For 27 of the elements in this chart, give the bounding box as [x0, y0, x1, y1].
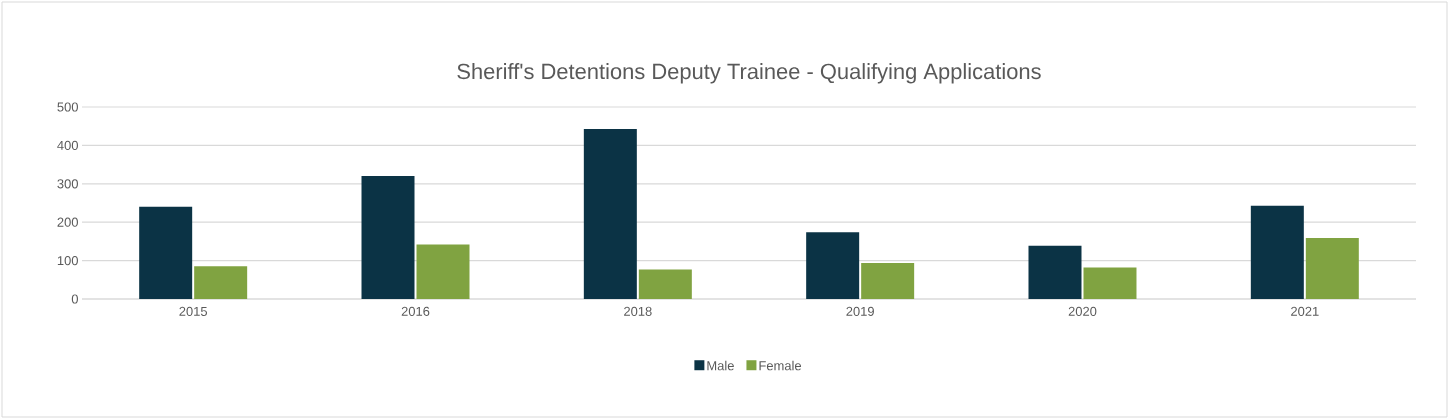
chart-title: Sheriff's Detentions Deputy Trainee - Qualifying Applications [457, 63, 1041, 84]
y-tick-label: 0 [71, 294, 78, 304]
bar [638, 269, 692, 299]
bar [361, 176, 415, 299]
y-tick-label: 500 [57, 102, 78, 112]
bar [1305, 237, 1359, 299]
bar [416, 244, 470, 299]
bar [583, 128, 637, 299]
x-tick-label: 2020 [1068, 306, 1097, 316]
x-tick-label: 2016 [401, 306, 430, 316]
y-tick-label: 300 [57, 179, 78, 189]
bar [861, 262, 915, 299]
x-tick-label: 2019 [846, 306, 874, 316]
x-tick-label: 2021 [1291, 306, 1319, 316]
legend-label: Female [759, 360, 802, 371]
bar [139, 206, 193, 299]
bar [1028, 245, 1082, 299]
y-tick-label: 100 [57, 256, 78, 266]
x-tick-label: 2018 [624, 306, 652, 316]
bar [194, 266, 248, 299]
y-tick-label: 200 [57, 217, 78, 227]
bar [806, 232, 860, 299]
bar [1250, 205, 1304, 299]
x-tick-label: 2015 [179, 306, 208, 316]
bar [1083, 267, 1137, 299]
legend-label: Male [707, 360, 734, 371]
y-tick-label: 400 [57, 140, 78, 150]
